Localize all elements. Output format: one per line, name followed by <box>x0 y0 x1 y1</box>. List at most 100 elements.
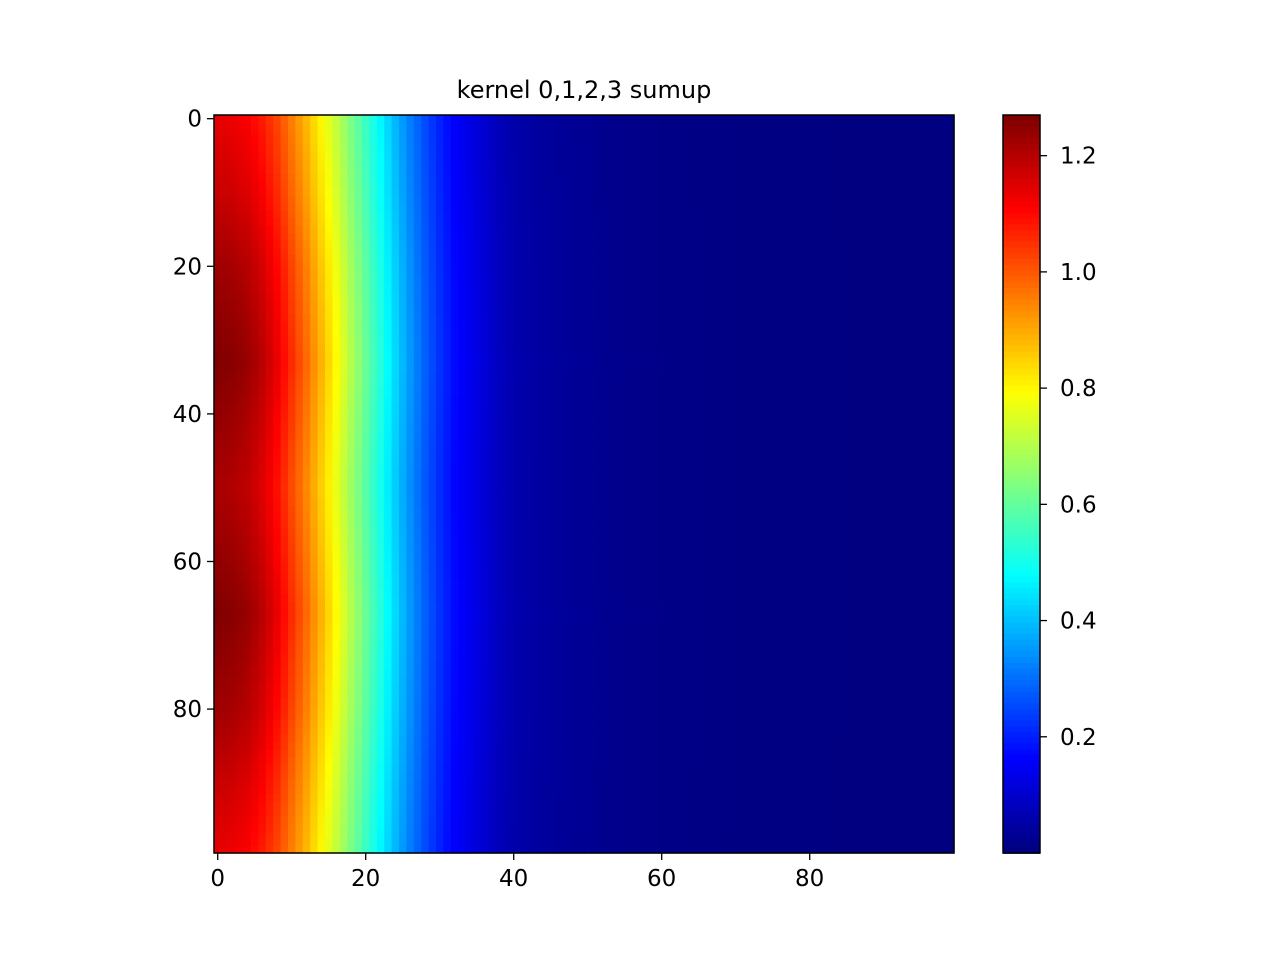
heatmap-cell <box>776 410 785 419</box>
heatmap-cell <box>243 166 252 175</box>
heatmap-cell <box>236 292 245 301</box>
heatmap-cell <box>458 469 467 478</box>
heatmap-cell <box>658 336 666 345</box>
heatmap-cell <box>820 129 829 138</box>
heatmap-cell <box>310 144 319 153</box>
heatmap-cell <box>806 247 814 256</box>
heatmap-cell <box>946 115 955 123</box>
heatmap-cell <box>887 343 896 352</box>
heatmap-cell <box>591 306 600 315</box>
heatmap-cell <box>243 402 252 411</box>
heatmap-cell <box>621 432 629 441</box>
heatmap-cell <box>524 373 533 382</box>
heatmap-cell <box>828 151 837 160</box>
heatmap-cell <box>724 144 733 153</box>
heatmap-cell <box>228 144 237 153</box>
heatmap-cell <box>865 181 874 190</box>
heatmap-cell <box>857 115 866 123</box>
heatmap-cell <box>598 469 607 478</box>
heatmap-cell <box>828 210 837 219</box>
heatmap-cell <box>280 358 289 367</box>
heatmap-cell <box>717 432 726 441</box>
heatmap-cell <box>280 329 289 337</box>
heatmap-cell <box>539 218 548 227</box>
heatmap-cell <box>302 388 311 397</box>
heatmap-cell <box>894 159 903 168</box>
heatmap-cell <box>317 432 326 441</box>
heatmap-cell <box>739 358 748 367</box>
heatmap-cell <box>650 306 659 315</box>
heatmap-cell <box>865 395 874 404</box>
heatmap-cell <box>561 417 570 426</box>
heatmap-cell <box>391 188 400 197</box>
heatmap-cell <box>288 439 296 448</box>
heatmap-cell <box>547 336 555 345</box>
heatmap-cell <box>946 284 955 293</box>
heatmap-cell <box>724 174 733 183</box>
heatmap-cell <box>273 461 282 470</box>
heatmap-cell <box>931 284 940 293</box>
heatmap-cell <box>391 284 400 293</box>
heatmap-cell <box>487 151 496 160</box>
heatmap-cell <box>487 240 496 249</box>
heatmap-cell <box>946 292 955 301</box>
heatmap-cell <box>236 358 245 367</box>
heatmap-cell <box>265 115 274 123</box>
heatmap-cell <box>295 469 304 478</box>
heatmap-cell <box>828 225 837 234</box>
heatmap-cell <box>532 469 541 478</box>
heatmap-cell <box>872 203 881 212</box>
heatmap-cell <box>391 417 400 426</box>
heatmap-cell <box>369 277 378 286</box>
heatmap-cell <box>880 469 888 478</box>
heatmap-cell <box>598 380 607 389</box>
heatmap-cell <box>436 454 444 463</box>
heatmap-cell <box>791 373 800 382</box>
heatmap-cell <box>739 447 748 456</box>
heatmap-cell <box>339 395 348 404</box>
heatmap-cell <box>413 196 422 205</box>
heatmap-cell <box>325 424 333 433</box>
heatmap-cell <box>576 461 585 470</box>
heatmap-cell <box>243 365 252 374</box>
heatmap-cell <box>317 166 326 175</box>
heatmap-cell <box>487 402 496 411</box>
heatmap-cell <box>532 166 541 175</box>
heatmap-cell <box>443 424 452 433</box>
heatmap-cell <box>532 137 541 146</box>
heatmap-cell <box>236 306 245 315</box>
heatmap-cell <box>687 174 696 183</box>
heatmap-cell <box>687 203 696 212</box>
heatmap-cell <box>717 188 726 197</box>
heatmap-cell <box>850 203 859 212</box>
heatmap-cell <box>939 115 948 123</box>
heatmap-cell <box>724 284 733 293</box>
heatmap-cell <box>532 476 541 485</box>
heatmap-cell <box>835 388 844 397</box>
heatmap-cell <box>473 410 481 419</box>
heatmap-cell <box>909 365 918 374</box>
heatmap-cell <box>820 218 829 227</box>
heatmap-cell <box>746 424 755 433</box>
heatmap-cell <box>428 336 437 345</box>
heatmap-cell <box>280 269 289 278</box>
heatmap-cell <box>473 469 481 478</box>
heatmap-cell <box>532 358 541 367</box>
heatmap-cell <box>791 439 800 448</box>
heatmap-cell <box>251 233 259 242</box>
heatmap-cell <box>687 432 696 441</box>
heatmap-cell <box>835 284 844 293</box>
heatmap-cell <box>887 203 896 212</box>
heatmap-cell <box>946 351 955 360</box>
heatmap-cell <box>547 469 555 478</box>
heatmap-cell <box>783 329 792 337</box>
heatmap-cell <box>413 447 422 456</box>
heatmap-cell <box>717 395 726 404</box>
heatmap-cell <box>702 210 711 219</box>
heatmap-cell <box>658 255 666 264</box>
heatmap-cell <box>317 358 326 367</box>
heatmap-cell <box>584 351 592 360</box>
heatmap-cell <box>621 203 629 212</box>
heatmap-cell <box>665 247 674 256</box>
heatmap-cell <box>339 351 348 360</box>
